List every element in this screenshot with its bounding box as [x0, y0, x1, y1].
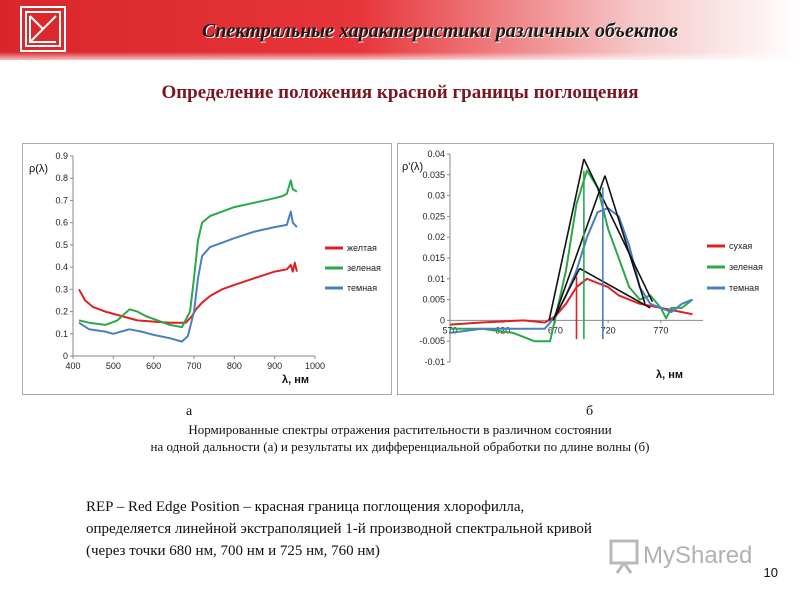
y-tick-label: 0.8 [55, 173, 68, 183]
series-line-1 [78, 261, 298, 324]
x-tick-label: 500 [106, 361, 121, 371]
series-line-2 [78, 179, 298, 329]
rep-line-1: REP – Red Edge Position – красная границ… [86, 499, 525, 515]
y-tick-label: 0.5 [55, 240, 68, 250]
legend-label: темная [347, 283, 377, 293]
legend-label: зеленая [729, 262, 763, 272]
legend-label: сухая [729, 241, 752, 251]
rep-description: REP – Red Edge Position – красная границ… [86, 496, 746, 562]
slide-title: Спектральные характеристики различных об… [202, 20, 678, 42]
y-tick-label: 0.1 [55, 329, 68, 339]
series-line-2 [450, 169, 694, 343]
y-tick-label: 0.02 [427, 232, 445, 242]
y-tick-label: 0.9 [55, 151, 68, 161]
caption-line-1: Нормированные спектры отражения растител… [188, 422, 612, 437]
y-tick-label: 0 [440, 315, 445, 325]
y-tick-label: 0.4 [55, 262, 68, 272]
x-tick-label: 620 [495, 325, 510, 335]
chart-label-a: а [186, 404, 193, 419]
y-axis-title: ρ(λ) [29, 163, 48, 175]
extrapolation-line-red-rise [554, 268, 581, 317]
figure-caption: Нормированные спектры отражения растител… [40, 421, 760, 455]
x-axis-title: λ, нм [656, 369, 683, 381]
chart-label-b: б [586, 404, 594, 419]
y-tick-label: 0.035 [422, 170, 445, 180]
x-tick-label: 400 [65, 361, 80, 371]
x-tick-label: 570 [442, 325, 457, 335]
y-tick-label: 0.6 [55, 218, 68, 228]
legend-label: зеленая [347, 263, 381, 273]
rep-line-3: (через точки 680 нм, 700 нм и 725 нм, 76… [86, 543, 380, 559]
legend-label: темная [729, 283, 759, 293]
x-tick-label: 900 [267, 361, 282, 371]
y-tick-label: 0.3 [55, 284, 68, 294]
caption-line-2: на одной дальности (а) и результаты их д… [150, 439, 650, 454]
y-tick-label: 0.2 [55, 307, 68, 317]
header-banner [0, 0, 800, 60]
chart-panel-a: 0 0.1 0.2 0.3 0.4 0.5 0.6 0.7 0.8 0.9 400 500 600 700… [22, 143, 392, 395]
y-tick-label: 0.7 [55, 195, 68, 205]
series-line-1 [449, 277, 693, 326]
y-tick-label: 0.04 [427, 149, 445, 159]
rep-line-2: определяется линейной экстраполяцией 1-й… [86, 521, 592, 537]
y-tick-label: 0 [63, 351, 68, 361]
x-axis-title: λ, нм [282, 374, 309, 386]
page-subtitle: Определение положения красной границы по… [161, 82, 639, 103]
x-tick-label: 600 [146, 361, 161, 371]
series-line-3 [78, 210, 298, 343]
extrapolation-line-blue-rise [552, 175, 606, 321]
y-tick-label: 0.01 [427, 274, 445, 284]
derivative-chart: -0.01 -0.005 0 0.005 0.01 0.015 0.02 0.025 0.03 0… [402, 149, 763, 381]
square-envelope-logo-icon [20, 6, 66, 52]
presentation-board-icon [609, 539, 639, 565]
x-tick-label: 1000 [305, 361, 325, 371]
y-tick-label: -0.01 [424, 357, 445, 367]
extrapolation-line-blue-fall [604, 175, 646, 304]
y-tick-label: -0.005 [419, 336, 445, 346]
watermark-text: MyShared [643, 542, 752, 569]
x-tick-label: 700 [186, 361, 201, 371]
y-axis-title: ρ'(λ) [402, 161, 423, 173]
y-tick-label: 0.025 [422, 211, 445, 221]
myshared-watermark: MyShared [609, 539, 752, 574]
y-tick-label: 0.03 [427, 191, 445, 201]
y-tick-label: 0.015 [422, 253, 445, 263]
page-number: 10 [763, 565, 778, 580]
extrapolation-line-green-rise [548, 158, 585, 321]
legend-label: желтая [347, 243, 377, 253]
x-tick-label: 800 [227, 361, 242, 371]
header-banner-fade [0, 52, 800, 62]
reflectance-chart: 0 0.1 0.2 0.3 0.4 0.5 0.6 0.7 0.8 0.9 400 500 600 700… [29, 151, 381, 386]
extrapolation-line-green-fall [583, 158, 654, 303]
x-tick-label: 720 [601, 325, 616, 335]
x-tick-label: 770 [653, 325, 668, 335]
chart-panel-b: -0.01 -0.005 0 0.005 0.01 0.015 0.02 0.025 0.03 0… [397, 143, 774, 395]
extrapolation-line-red-fall [579, 267, 651, 309]
y-tick-label: 0.005 [422, 295, 445, 305]
x-tick-label: 670 [548, 325, 563, 335]
